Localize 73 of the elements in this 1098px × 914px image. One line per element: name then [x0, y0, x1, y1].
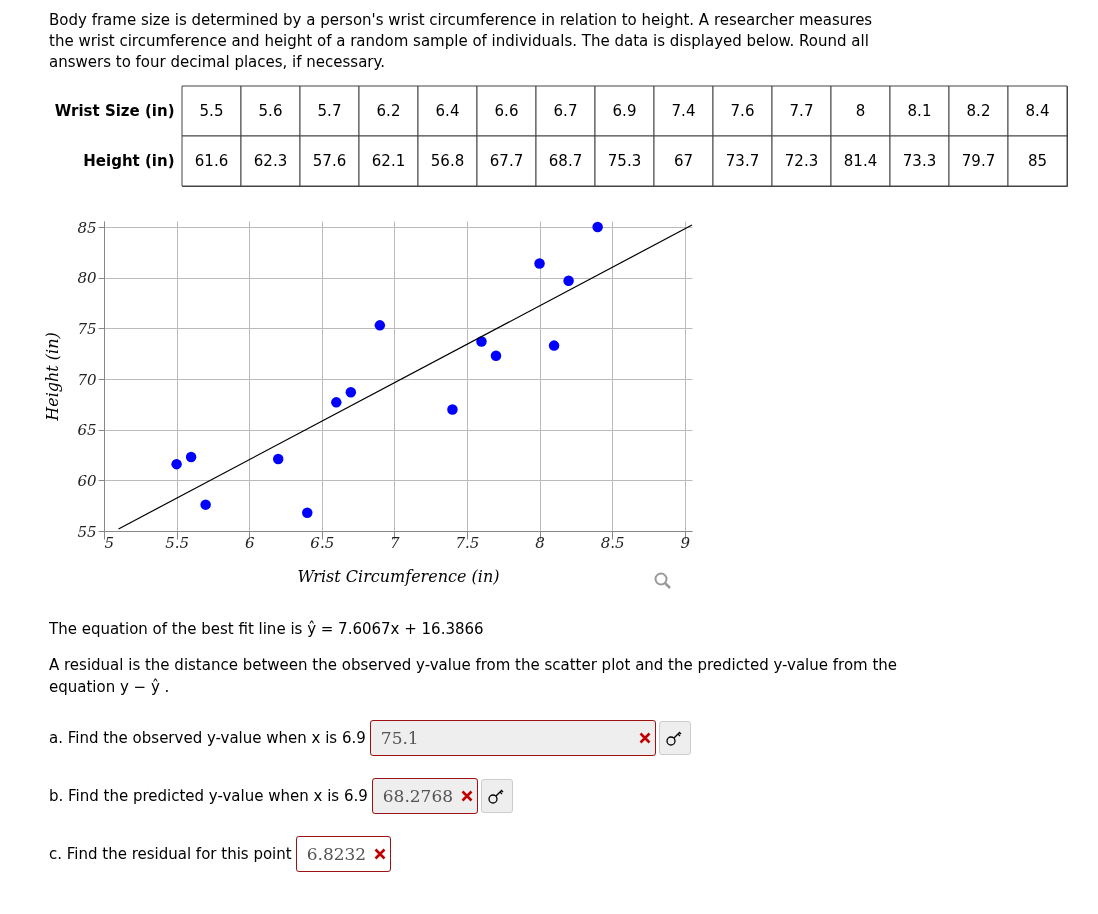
data-label: 67 [673, 152, 694, 170]
x-tick-label: 8.5 [600, 533, 625, 552]
x-axis-title: Wrist Circumference (in) [297, 566, 500, 586]
data-label: 68.7 [548, 152, 583, 170]
point [302, 507, 313, 518]
data-label: 62.1 [371, 152, 406, 170]
data-label: 56.8 [430, 152, 465, 170]
point [171, 458, 182, 470]
point [563, 275, 574, 286]
data-label: 72.3 [784, 152, 819, 170]
y-tick-label: 85 [77, 218, 97, 237]
text: c. Find the residual for this point [49, 845, 292, 863]
y-tick-label: 75 [77, 319, 97, 338]
input-field: 6.8232 [295, 836, 392, 872]
data-label: 57.6 [312, 152, 347, 170]
data-label: 6.2 [376, 102, 401, 120]
y-tick-label: 55 [77, 522, 97, 541]
data-label: 81.4 [843, 152, 878, 170]
data-label: 79.7 [961, 152, 996, 170]
point [548, 340, 560, 351]
point [490, 350, 502, 361]
x-tick-label: 5 [104, 533, 115, 552]
point [185, 451, 197, 463]
data-label: 67.7 [489, 152, 524, 170]
x-tick-label: 8 [535, 533, 545, 552]
data-label: 85 [1027, 152, 1048, 170]
point [592, 221, 603, 233]
data-label: 75.3 [607, 152, 642, 170]
point [345, 386, 357, 398]
data-label: 6.6 [494, 102, 519, 120]
y-tick-label: 65 [77, 421, 97, 440]
text: A residual is the distance between the observed y-value from the scatter plot and the predicted y-value from the equation y − ŷ . [49, 655, 899, 698]
data-label: 8.4 [1025, 102, 1050, 120]
x-tick-label: 5.5 [165, 533, 190, 552]
text: b. Find the predicted y-value when x is 6.9 [49, 787, 368, 805]
x-tick-label: 9 [680, 533, 691, 552]
data-label: 5.6 [258, 102, 283, 120]
data-label: 8.2 [966, 102, 991, 120]
text: a. Find the observed y-value when x is 6.9 [49, 729, 366, 747]
y-tick-label: 70 [77, 370, 97, 389]
input-field: 68.2768 [371, 778, 479, 814]
point [272, 453, 284, 465]
point [534, 258, 545, 269]
x-tick-label: 7 [390, 533, 401, 552]
data-label: 7.6 [730, 102, 755, 120]
data-label: 6.4 [435, 102, 460, 120]
point [200, 499, 211, 510]
y-tick-label: 60 [77, 471, 97, 490]
data-label: 61.6 [194, 152, 229, 170]
data-label: 7.4 [671, 102, 696, 120]
data-label: 6.9 [612, 102, 637, 120]
input-field: 75.1 [369, 720, 656, 756]
data-label: 8.1 [907, 102, 932, 120]
point [447, 404, 458, 415]
point [476, 336, 487, 347]
data-label: 5.5 [199, 102, 224, 120]
data-label: 8 [855, 102, 866, 120]
y-tick-label: Height (in) [83, 152, 175, 170]
data-label: 6.7 [553, 102, 578, 120]
chart-title: Body frame size is determined by a person's wrist circumference in relation to height. A researcher measures the wrist circumference and height of a random sample of individuals. The data is displayed below. Round all answers to four decimal places, if necessary. [49, 10, 874, 73]
x-tick-label: 7.5 [455, 533, 480, 552]
x-tick-label: 6.5 [310, 533, 335, 552]
data-label: 7.7 [789, 102, 814, 120]
point [331, 397, 342, 408]
data-label: 5.7 [317, 102, 342, 120]
point [374, 320, 386, 331]
data-label: 73.7 [725, 152, 760, 170]
data-label: 73.3 [902, 152, 937, 170]
text: The equation of the best fit line is ŷ = 7.6067x + 16.3866 [49, 619, 485, 640]
y-tick-label: Wrist Size (in) [54, 102, 175, 120]
x-tick-label: 6 [244, 533, 255, 552]
data-label: 62.3 [253, 152, 288, 170]
y-tick-label: 80 [77, 269, 97, 288]
